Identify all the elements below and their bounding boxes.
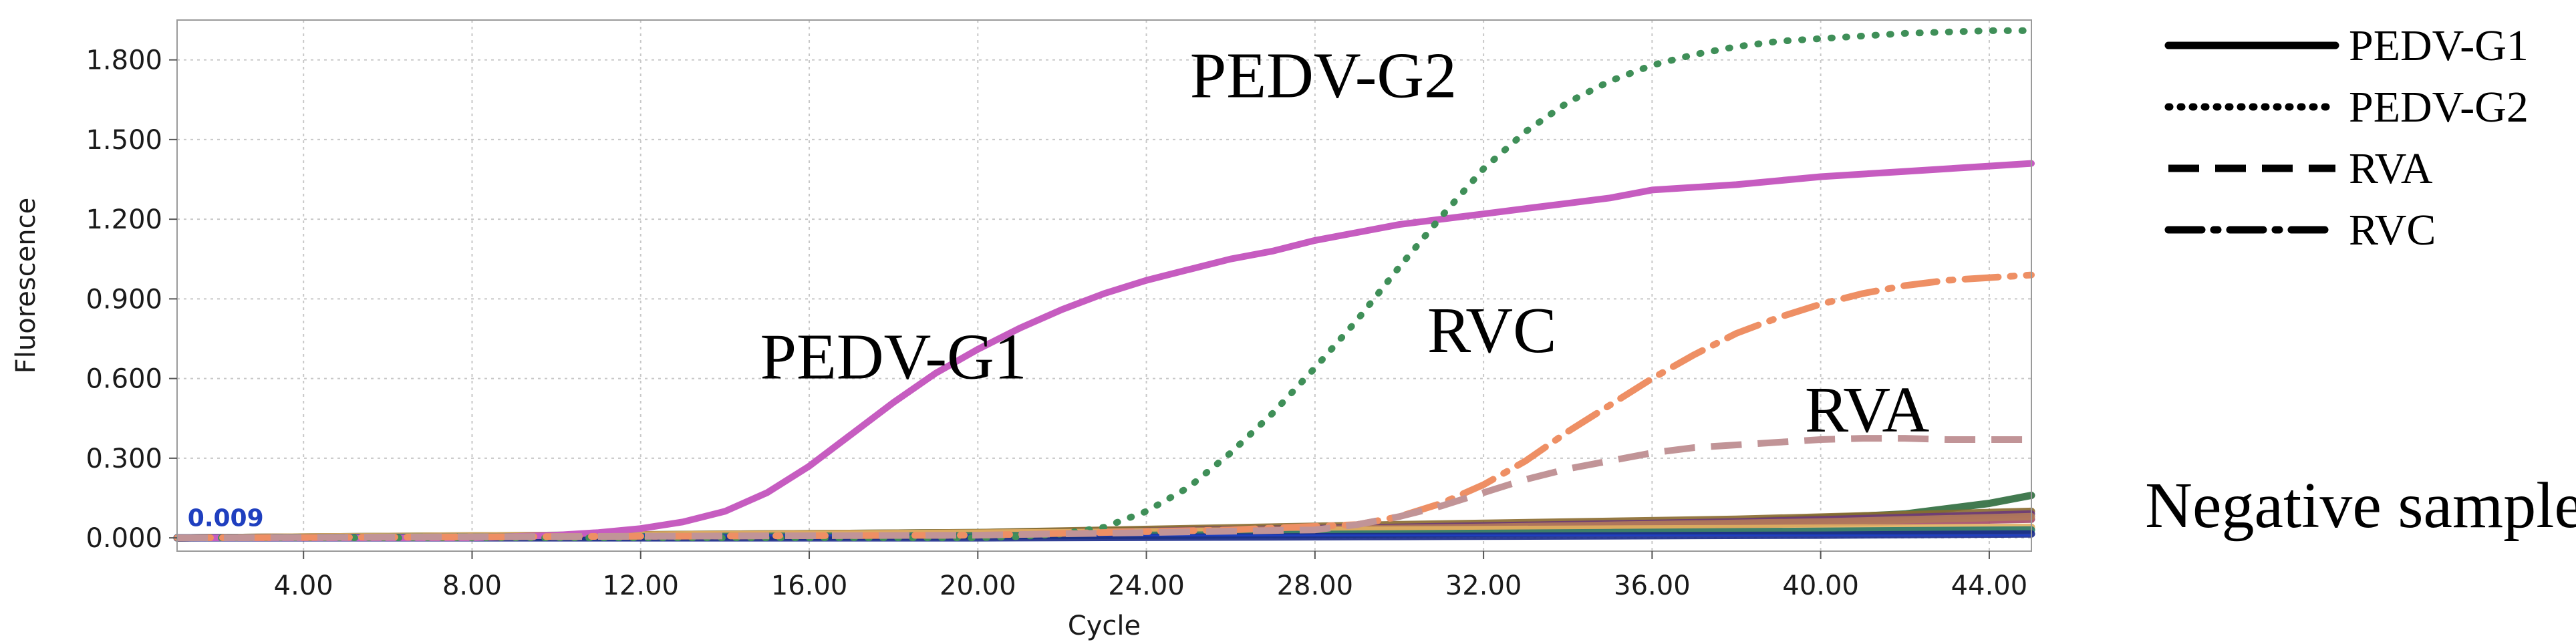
y-tick-label: 1.200	[86, 204, 162, 235]
x-tick-label: 28.00	[1277, 571, 1354, 601]
annotation-layer: PEDV-G1 PEDV-G2 RVC RVA Negative samples	[760, 39, 2576, 542]
legend-label-rvc: RVC	[2349, 206, 2436, 255]
y-tick-label: 0.000	[86, 523, 162, 554]
annotation-pedv-g2: PEDV-G2	[1190, 39, 1457, 112]
annotation-rva: RVA	[1805, 374, 1930, 446]
x-tick-label: 36.00	[1614, 571, 1691, 601]
legend: PEDV-G1 PEDV-G2 RVA RVC	[2164, 21, 2529, 255]
y-tick-label: 0.900	[86, 284, 162, 315]
axis-layer: 0.000 0.300 0.600 0.900 1.200 1.500 1.800 4.00 8…	[11, 19, 2032, 641]
series-line-pedv-g1	[174, 160, 2035, 542]
y-tick-label: 0.300	[86, 444, 162, 474]
y-tick-label: 1.500	[86, 125, 162, 156]
annotation-negative-samples: Negative samples	[2145, 470, 2576, 542]
legend-label-rva: RVA	[2349, 144, 2433, 193]
y-tick-label: 1.800	[86, 45, 162, 76]
x-tick-label: 8.00	[442, 571, 502, 601]
x-tick-label: 4.00	[274, 571, 333, 601]
y-tick-label: 0.600	[86, 364, 162, 395]
x-axis-title: Cycle	[1068, 611, 1141, 641]
x-tick-label: 16.00	[771, 571, 848, 601]
annotation-pedv-g1: PEDV-G1	[760, 321, 1026, 393]
x-tick-label: 44.00	[1951, 571, 2028, 601]
x-tick-label: 32.00	[1445, 571, 1522, 601]
threshold-label: 0.009	[188, 505, 264, 532]
legend-label-pedv-g2: PEDV-G2	[2349, 83, 2529, 132]
x-tick-label: 20.00	[940, 571, 1016, 601]
y-axis-title: Fluorescence	[11, 198, 41, 374]
plot-frame	[176, 19, 2032, 552]
series-layer	[174, 27, 2035, 542]
grid-layer	[177, 20, 2031, 551]
annotation-rvc: RVC	[1427, 295, 1557, 367]
legend-label-pedv-g1: PEDV-G1	[2349, 21, 2529, 70]
x-tick-label: 24.00	[1108, 571, 1185, 601]
x-tick-label: 12.00	[602, 571, 679, 601]
x-tick-label: 40.00	[1782, 571, 1859, 601]
series-line-rva	[176, 435, 2031, 542]
